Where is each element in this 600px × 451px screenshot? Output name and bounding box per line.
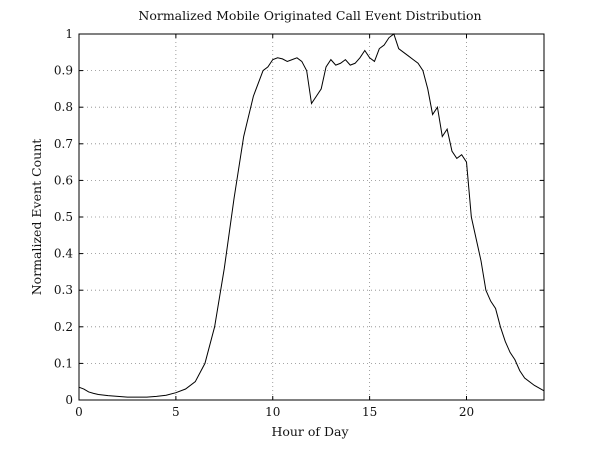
y-tick-label: 0.8 (54, 100, 73, 114)
series-line (78, 33, 545, 398)
x-tick-label: 10 (265, 405, 280, 419)
plot-frame (78, 33, 545, 401)
x-tick-label: 15 (362, 405, 377, 419)
y-tick-label: 0.3 (54, 283, 73, 297)
x-tick-label: 5 (172, 405, 180, 419)
y-tick-label: 0.2 (54, 320, 73, 334)
grid-lines (78, 33, 544, 401)
y-axis-label: Normalized Event Count (29, 139, 44, 296)
y-tick-label: 0.6 (54, 173, 73, 187)
y-tick-label: 0.5 (54, 210, 73, 224)
y-tick-label: 0 (65, 393, 73, 407)
y-tick-label: 1 (65, 27, 73, 41)
y-tick-label: 0.7 (54, 137, 73, 151)
y-tick-label: 0.1 (54, 356, 73, 370)
chart-title: Normalized Mobile Originated Call Event … (138, 8, 481, 23)
x-tick-label: 20 (459, 405, 474, 419)
y-tick-label: 0.9 (54, 64, 73, 78)
x-tick-label: 0 (75, 405, 83, 419)
axis-tick-labels: 0 5 10 15 20 0 0.1 0.2 0.3 0.4 0.5 0.6 0.7 0.8 0.9 1 (54, 27, 474, 419)
x-axis-label: Hour of Day (271, 424, 349, 439)
y-tick-label: 0.4 (54, 247, 73, 261)
